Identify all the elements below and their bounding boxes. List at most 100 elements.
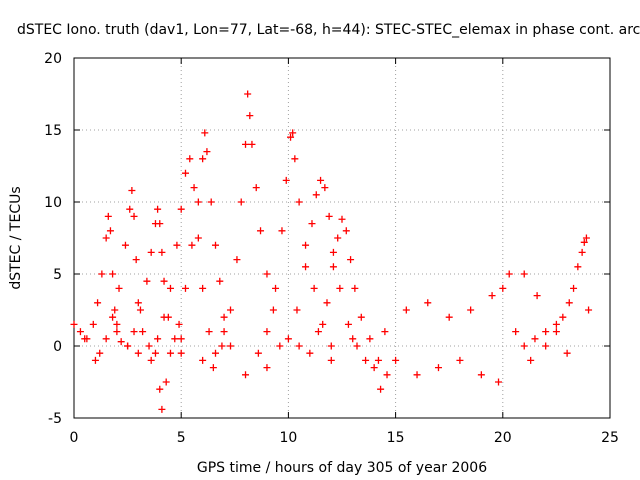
data-point <box>233 256 241 264</box>
data-point <box>366 335 374 343</box>
data-point <box>563 349 571 357</box>
data-point <box>76 328 84 336</box>
data-point <box>181 284 189 292</box>
series-arc-c <box>124 205 185 357</box>
data-point <box>102 234 110 242</box>
data-point <box>327 342 335 350</box>
data-point <box>151 349 159 357</box>
data-point <box>199 284 207 292</box>
data-point <box>139 328 147 336</box>
data-point <box>128 186 136 194</box>
data-point <box>194 198 202 206</box>
data-point <box>542 328 550 336</box>
data-point <box>220 313 228 321</box>
series-arc-i <box>306 215 391 379</box>
data-point <box>162 378 170 386</box>
x-tick-label: 10 <box>279 430 297 446</box>
data-point <box>381 328 389 336</box>
data-point <box>190 184 198 192</box>
data-point <box>216 277 224 285</box>
data-point <box>383 371 391 379</box>
data-point <box>188 241 196 249</box>
data-point <box>237 198 245 206</box>
data-point <box>520 342 528 350</box>
data-point <box>357 313 365 321</box>
data-point <box>254 349 262 357</box>
data-point <box>91 356 99 364</box>
data-point <box>263 364 271 372</box>
data-point <box>467 306 475 314</box>
y-tick-label: 20 <box>44 51 62 67</box>
data-point <box>218 342 226 350</box>
data-point <box>113 320 121 328</box>
data-point <box>542 342 550 350</box>
data-point <box>203 148 211 156</box>
data-point <box>134 349 142 357</box>
data-point <box>580 238 588 246</box>
data-point <box>244 90 252 98</box>
data-point <box>402 306 410 314</box>
data-point <box>424 299 432 307</box>
data-point <box>520 270 528 278</box>
data-point <box>272 284 280 292</box>
data-point <box>374 356 382 364</box>
data-point <box>314 328 322 336</box>
data-point <box>205 328 213 336</box>
data-point <box>104 212 112 220</box>
data-point <box>512 328 520 336</box>
data-point <box>175 320 183 328</box>
data-point <box>585 306 593 314</box>
data-point <box>329 263 337 271</box>
data-point <box>570 284 578 292</box>
x-axis-label: GPS time / hours of day 305 of year 2006 <box>197 460 487 476</box>
data-point <box>338 215 346 223</box>
x-tick-label: 25 <box>601 430 619 446</box>
data-point <box>177 335 185 343</box>
series-arc-e <box>166 129 235 357</box>
data-point <box>552 328 560 336</box>
chart-title: dSTEC Iono. truth (dav1, Lon=77, Lat=-68… <box>17 22 640 38</box>
data-point <box>349 335 357 343</box>
data-point <box>306 349 314 357</box>
series-arc-j <box>520 234 593 350</box>
data-point <box>308 220 316 228</box>
data-point <box>434 364 442 372</box>
y-tick-label: -5 <box>48 411 62 427</box>
data-point <box>334 234 342 242</box>
data-point <box>227 342 235 350</box>
data-point <box>113 328 121 336</box>
data-point <box>132 256 140 264</box>
data-point <box>94 299 102 307</box>
y-axis-label: dSTEC / TECUs <box>8 186 24 289</box>
series-arc-a <box>70 212 132 350</box>
data-point <box>134 299 142 307</box>
data-point <box>302 263 310 271</box>
data-point <box>81 335 89 343</box>
data-point <box>166 284 174 292</box>
data-point <box>559 313 567 321</box>
data-point <box>177 349 185 357</box>
data-point <box>289 129 297 137</box>
data-point <box>456 356 464 364</box>
data-point <box>130 212 138 220</box>
data-point <box>342 227 350 235</box>
data-point <box>227 306 235 314</box>
data-point <box>117 338 125 346</box>
data-point <box>505 270 513 278</box>
series-arc-h <box>284 176 370 364</box>
data-point <box>242 140 250 148</box>
data-point <box>293 306 301 314</box>
data-point <box>147 356 155 364</box>
data-point <box>263 328 271 336</box>
data-point <box>312 191 320 199</box>
data-point <box>565 299 573 307</box>
y-tick-label: 10 <box>44 195 62 211</box>
data-point <box>291 155 299 163</box>
data-point <box>199 356 207 364</box>
data-point <box>109 313 117 321</box>
data-point <box>111 306 119 314</box>
axis-ticks <box>73 57 611 419</box>
data-point <box>344 320 352 328</box>
data-point <box>574 263 582 271</box>
data-point <box>181 169 189 177</box>
